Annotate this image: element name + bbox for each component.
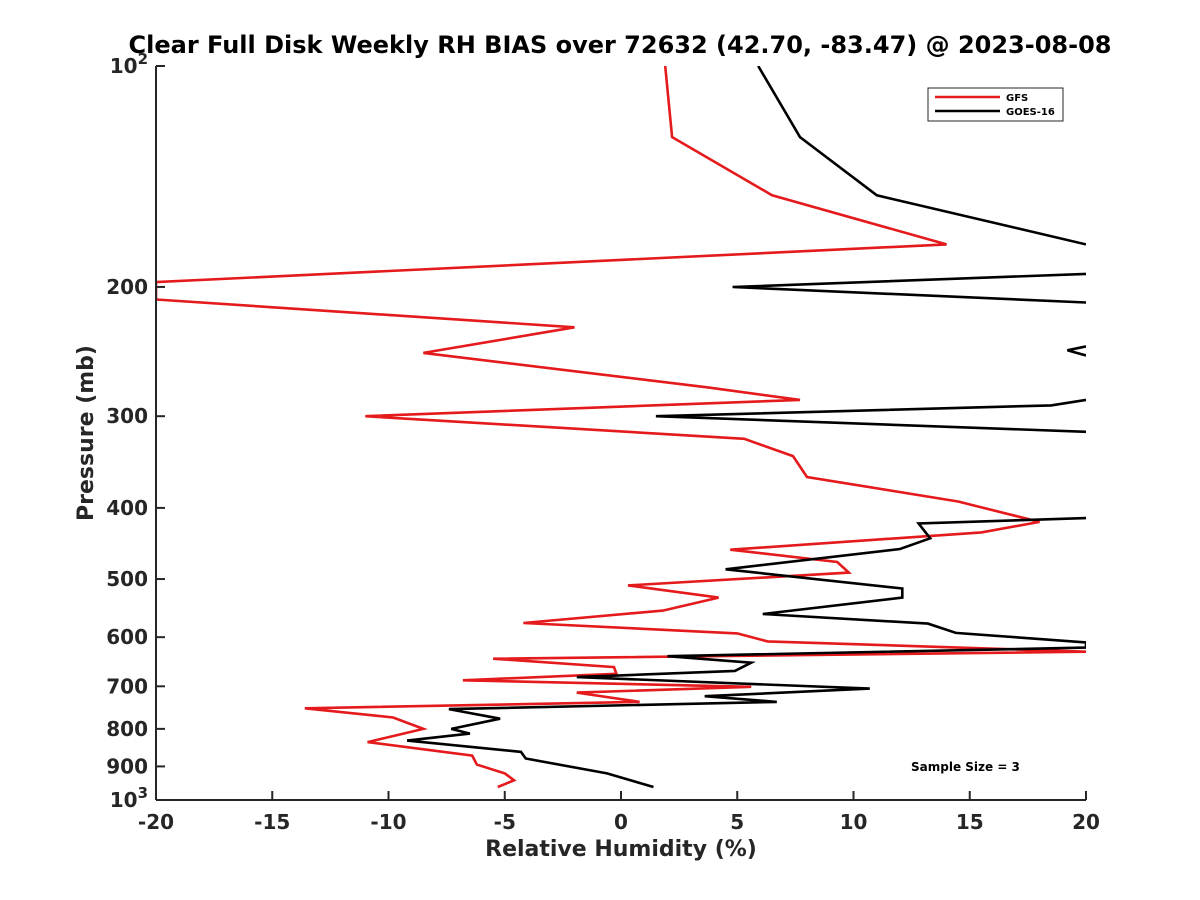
y-tick-label: 103	[110, 784, 148, 812]
x-tick-label: -15	[254, 810, 290, 834]
x-tick-label: -20	[138, 810, 174, 834]
x-tick-label: 20	[1072, 810, 1100, 834]
y-tick-label-base: 10	[110, 788, 138, 812]
y-tick-label: 200	[106, 275, 148, 299]
y-tick-label: 400	[106, 496, 148, 520]
y-tick-label-exponent: 2	[138, 50, 148, 68]
y-tick-label: 700	[106, 674, 148, 698]
legend-label: GOES-16	[1006, 107, 1055, 118]
x-tick-label: -10	[370, 810, 406, 834]
y-tick-label: 900	[106, 754, 148, 778]
sample-size-annotation: Sample Size = 3	[911, 760, 1020, 774]
chart-title: Clear Full Disk Weekly RH BIAS over 7263…	[129, 31, 1112, 59]
series-layer	[156, 66, 1086, 789]
x-tick-label: 5	[730, 810, 744, 834]
x-tick-label: 10	[840, 810, 868, 834]
x-tick-label: 0	[614, 810, 628, 834]
legend-label: GFS	[1006, 93, 1028, 104]
y-tick-label: 300	[106, 404, 148, 428]
legend: GFS GOES-16	[927, 87, 1064, 122]
x-axis-label: Relative Humidity (%)	[485, 837, 757, 862]
series-line-goes-16	[406, 66, 1086, 789]
y-tick-label-base: 10	[110, 54, 138, 78]
x-ticks: -20 -15 -10 -5 0 5 10 15 20	[138, 791, 1100, 834]
y-tick-label: 500	[106, 567, 148, 591]
y-tick-label: 800	[106, 717, 148, 741]
y-axis-label: Pressure (mb)	[74, 345, 99, 521]
legend-box	[927, 87, 1064, 122]
x-tick-label: -5	[494, 810, 516, 834]
y-tick-label: 102	[110, 50, 148, 78]
y-tick-label: 600	[106, 625, 148, 649]
x-tick-label: 15	[956, 810, 984, 834]
y-tick-label-exponent: 3	[138, 784, 148, 802]
series-line-gfs	[156, 66, 1086, 789]
